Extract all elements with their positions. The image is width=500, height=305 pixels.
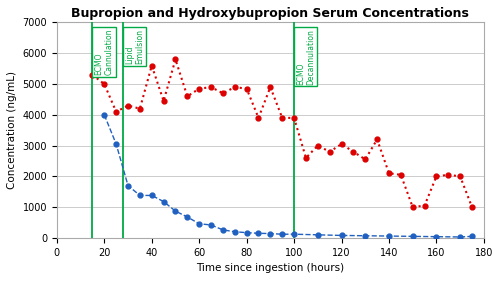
Hydroxybupropion	[160, 99, 166, 103]
Text: ECMO
Cannulation: ECMO Cannulation	[94, 29, 114, 75]
Hydroxybupropion	[125, 104, 131, 107]
Hydroxybupropion	[184, 95, 190, 98]
Hydroxybupropion	[315, 144, 321, 147]
Hydroxybupropion	[374, 138, 380, 141]
Bupropion	[137, 194, 143, 197]
Bupropion	[291, 232, 297, 236]
Hydroxybupropion	[113, 110, 119, 113]
Text: Lipid
Emulsion: Lipid Emulsion	[125, 29, 144, 64]
Hydroxybupropion	[350, 150, 356, 154]
Hydroxybupropion	[410, 205, 416, 209]
Hydroxybupropion	[90, 73, 96, 77]
Bupropion	[469, 235, 475, 238]
Bupropion	[148, 194, 154, 197]
Bupropion	[410, 235, 416, 238]
Hydroxybupropion	[244, 87, 250, 91]
Hydroxybupropion	[102, 82, 107, 86]
Hydroxybupropion	[326, 150, 332, 154]
Bupropion	[338, 234, 344, 237]
Hydroxybupropion	[469, 205, 475, 209]
Bupropion	[208, 223, 214, 227]
Hydroxybupropion	[208, 85, 214, 89]
Line: Hydroxybupropion: Hydroxybupropion	[90, 57, 474, 210]
Bupropion	[172, 209, 178, 213]
Bupropion	[434, 235, 440, 239]
Hydroxybupropion	[446, 173, 452, 177]
Hydroxybupropion	[386, 171, 392, 175]
Bupropion	[362, 234, 368, 238]
Hydroxybupropion	[362, 158, 368, 161]
Hydroxybupropion	[422, 204, 428, 207]
Bupropion	[268, 232, 274, 235]
Hydroxybupropion	[434, 174, 440, 178]
Hydroxybupropion	[137, 107, 143, 110]
Bupropion	[184, 215, 190, 219]
X-axis label: Time since ingestion (hours): Time since ingestion (hours)	[196, 263, 344, 273]
Bupropion	[315, 233, 321, 237]
Bupropion	[196, 222, 202, 226]
Text: ECMO
Decannulation: ECMO Decannulation	[296, 29, 316, 84]
Hydroxybupropion	[148, 64, 154, 67]
Hydroxybupropion	[172, 58, 178, 61]
Y-axis label: Concentration (ng/mL): Concentration (ng/mL)	[7, 71, 17, 189]
Bupropion	[113, 142, 119, 146]
Hydroxybupropion	[398, 173, 404, 177]
Bupropion	[256, 231, 262, 235]
Bupropion	[102, 113, 107, 117]
Bupropion	[232, 230, 238, 234]
Title: Bupropion and Hydroxybupropion Serum Concentrations: Bupropion and Hydroxybupropion Serum Con…	[72, 7, 469, 20]
Hydroxybupropion	[196, 87, 202, 91]
Hydroxybupropion	[256, 116, 262, 120]
Bupropion	[220, 228, 226, 232]
Bupropion	[160, 200, 166, 203]
Hydroxybupropion	[291, 116, 297, 120]
Bupropion	[386, 234, 392, 238]
Line: Bupropion: Bupropion	[102, 112, 474, 239]
Hydroxybupropion	[279, 116, 285, 120]
Bupropion	[457, 235, 463, 239]
Hydroxybupropion	[232, 85, 238, 89]
Hydroxybupropion	[457, 174, 463, 178]
Hydroxybupropion	[220, 92, 226, 95]
Hydroxybupropion	[338, 142, 344, 146]
Hydroxybupropion	[303, 156, 309, 160]
Bupropion	[279, 232, 285, 236]
Bupropion	[244, 231, 250, 235]
Bupropion	[125, 184, 131, 187]
Hydroxybupropion	[268, 85, 274, 89]
